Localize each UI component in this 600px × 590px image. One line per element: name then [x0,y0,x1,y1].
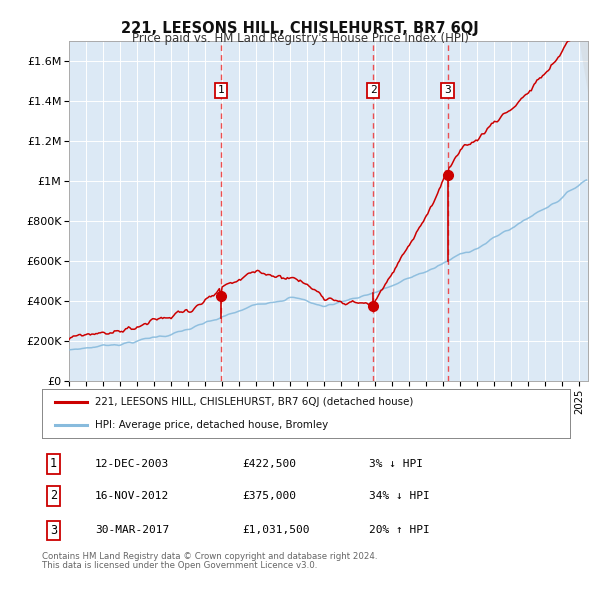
Text: Price paid vs. HM Land Registry's House Price Index (HPI): Price paid vs. HM Land Registry's House … [131,32,469,45]
Text: 20% ↑ HPI: 20% ↑ HPI [370,525,430,535]
Text: 2: 2 [370,86,377,96]
Text: 221, LEESONS HILL, CHISLEHURST, BR7 6QJ (detached house): 221, LEESONS HILL, CHISLEHURST, BR7 6QJ … [95,398,413,408]
Text: 3: 3 [444,86,451,96]
Text: Contains HM Land Registry data © Crown copyright and database right 2024.: Contains HM Land Registry data © Crown c… [42,552,377,560]
Text: £1,031,500: £1,031,500 [242,525,310,535]
Text: 1: 1 [50,457,57,470]
Text: 34% ↓ HPI: 34% ↓ HPI [370,491,430,501]
Text: 1: 1 [218,86,224,96]
Text: £375,000: £375,000 [242,491,296,501]
Text: This data is licensed under the Open Government Licence v3.0.: This data is licensed under the Open Gov… [42,560,317,569]
Text: 221, LEESONS HILL, CHISLEHURST, BR7 6QJ: 221, LEESONS HILL, CHISLEHURST, BR7 6QJ [121,21,479,35]
Polygon shape [580,41,588,92]
Text: £422,500: £422,500 [242,459,296,469]
Text: 2: 2 [50,490,57,503]
Text: 16-NOV-2012: 16-NOV-2012 [95,491,169,501]
Text: 3% ↓ HPI: 3% ↓ HPI [370,459,424,469]
Text: 3: 3 [50,524,57,537]
Text: 12-DEC-2003: 12-DEC-2003 [95,459,169,469]
Text: HPI: Average price, detached house, Bromley: HPI: Average price, detached house, Brom… [95,419,328,430]
Text: 30-MAR-2017: 30-MAR-2017 [95,525,169,535]
